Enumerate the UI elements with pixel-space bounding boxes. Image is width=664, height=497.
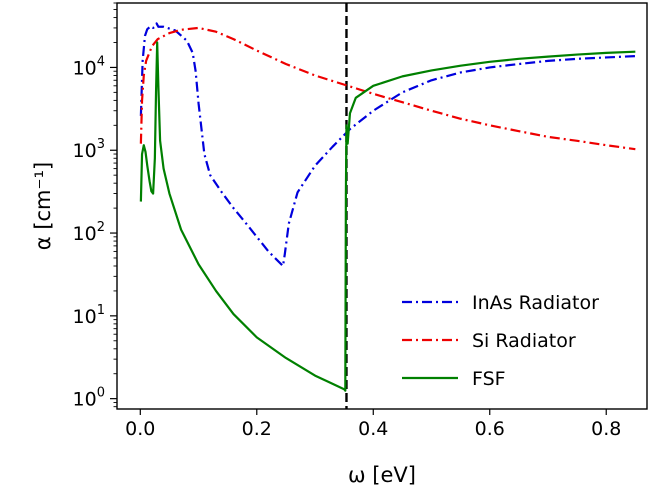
y-tick-label: 101 — [73, 303, 105, 328]
series-line-inas-radiator — [139, 22, 636, 268]
series-line-si-radiator — [139, 26, 636, 151]
y-tick-label: 100 — [73, 386, 105, 411]
y-tick-base: 10 — [73, 140, 97, 162]
x-tick-label: 0.2 — [242, 418, 272, 440]
x-tick-label: 0.0 — [125, 418, 155, 440]
y-tick-label: 104 — [73, 54, 105, 79]
y-minor-ticks — [113, 2, 117, 408]
y-tick-exponent: 3 — [97, 137, 105, 152]
legend-label: FSF — [472, 368, 506, 390]
x-tick-label: 0.8 — [591, 418, 621, 440]
y-tick-base: 10 — [73, 306, 97, 328]
y-tick-exponent: 1 — [97, 303, 105, 318]
x-axis-label: ω [eV] — [348, 463, 416, 487]
x-axis-ticks: 0.0 0.2 0.4 0.6 0.8 — [125, 409, 621, 440]
legend-label: Si Radiator — [472, 330, 576, 352]
y-tick-label: 102 — [73, 220, 105, 245]
x-tick-label: 0.4 — [358, 418, 388, 440]
plot-frame — [116, 2, 648, 410]
y-tick-exponent: 4 — [97, 54, 105, 69]
y-tick-label: 103 — [73, 137, 105, 162]
y-tick-base: 10 — [73, 223, 97, 245]
series-line-fsf — [139, 41, 636, 392]
series-lines — [139, 22, 636, 392]
y-tick-base: 10 — [73, 389, 97, 411]
y-tick-exponent: 0 — [97, 386, 105, 401]
y-tick-base: 10 — [73, 57, 97, 79]
legend-label: InAs Radiator — [472, 292, 599, 314]
plot-area — [139, 3, 636, 409]
y-axis-label: α [cm⁻¹] — [31, 162, 55, 250]
legend: InAs Radiator Si Radiator FSF — [402, 292, 599, 390]
y-tick-exponent: 2 — [97, 220, 105, 235]
x-tick-label: 0.6 — [475, 418, 505, 440]
